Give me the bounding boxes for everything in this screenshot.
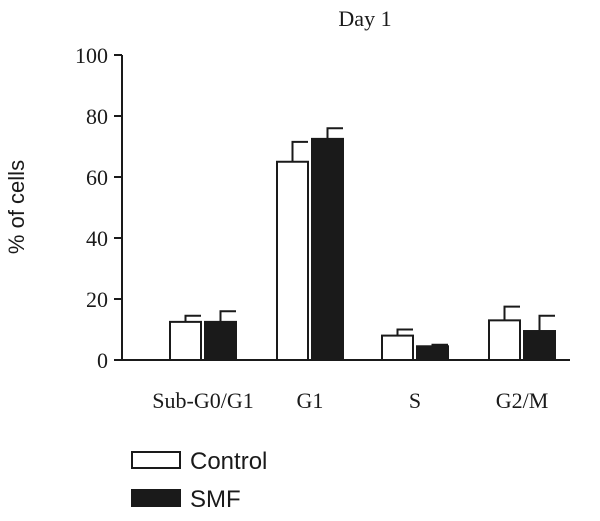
error-bar-control-2: [396, 328, 413, 336]
bar-smf-1: [311, 137, 344, 361]
x-tick-label-0: Sub-G0/G1: [152, 388, 253, 413]
legend-label-control: Control: [190, 448, 267, 475]
y-tick-label-1: 20: [86, 287, 108, 312]
x-axis: Sub-G0/G1 G1 S G2/M: [122, 359, 570, 413]
legend-swatch-control: [131, 451, 181, 469]
y-axis: 0 20 40 60 80 100: [75, 43, 123, 373]
bar-smf-0: [204, 320, 237, 361]
chart-title: Day 1: [338, 6, 391, 31]
error-bar-smf-1: [326, 127, 343, 139]
y-axis-label: % of cells: [4, 160, 29, 254]
bar-control-0: [169, 320, 202, 361]
y-tick-label-3: 60: [86, 165, 108, 190]
bars: [169, 127, 556, 362]
x-tick-label-3: G2/M: [496, 388, 549, 413]
y-tick-label-2: 40: [86, 226, 108, 251]
x-tick-label-2: S: [409, 388, 421, 413]
error-bar-control-0: [184, 314, 201, 322]
legend: Control SMF: [131, 448, 267, 513]
error-bar-control-3: [503, 305, 520, 321]
legend-label-smf: SMF: [190, 486, 241, 513]
error-bar-smf-0: [219, 310, 236, 322]
legend-swatch-smf: [131, 489, 181, 507]
bar-smf-3: [523, 330, 556, 361]
bar-control-1: [276, 160, 309, 361]
error-bar-control-1: [291, 140, 308, 162]
x-tick-label-1: G1: [297, 388, 324, 413]
error-bar-smf-3: [538, 314, 555, 332]
bar-smf-2: [416, 345, 449, 361]
y-tick-label-4: 80: [86, 104, 108, 129]
y-tick-label-0: 0: [97, 348, 108, 373]
bar-control-3: [488, 319, 521, 362]
error-bar-smf-2: [431, 343, 448, 347]
bar-control-2: [381, 334, 414, 362]
y-tick-label-5: 100: [75, 43, 108, 68]
